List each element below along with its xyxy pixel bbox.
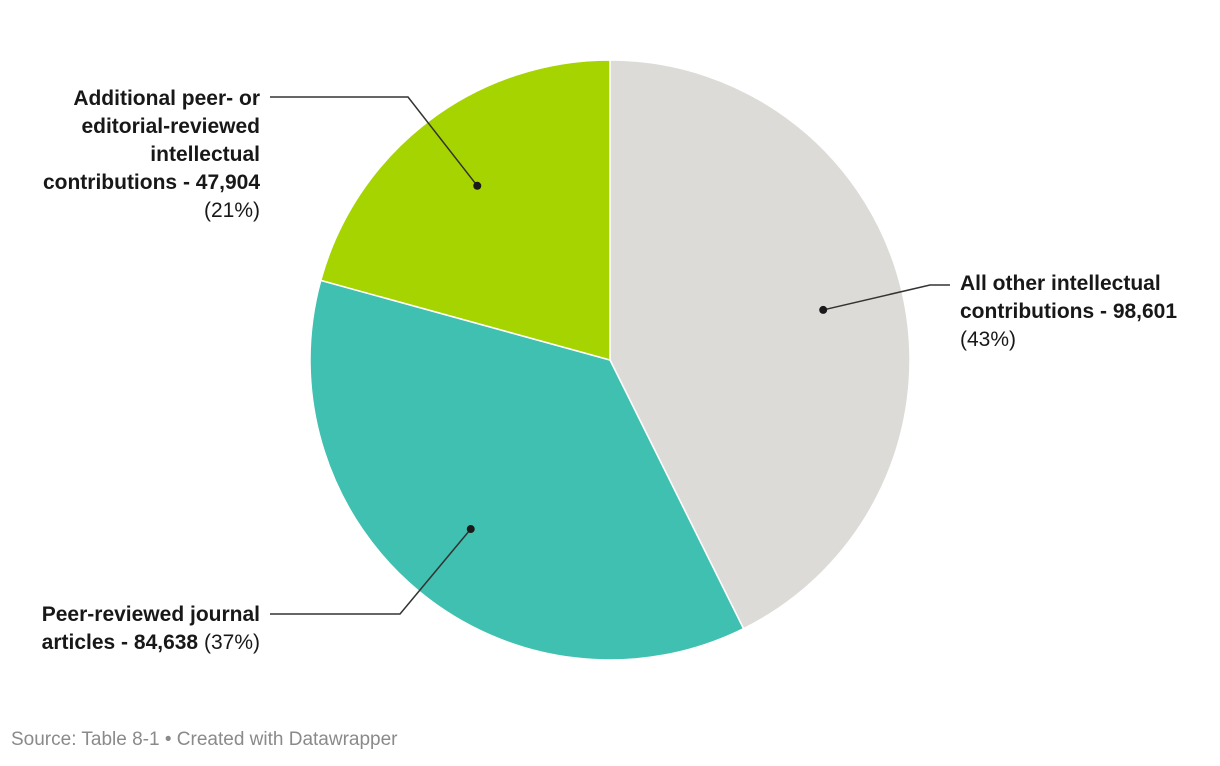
slice-label-additional: Additional peer- or editorial-reviewed i… xyxy=(43,85,260,225)
slice-label-all-other-line1: All other intellectual xyxy=(960,272,1161,295)
pie-slices xyxy=(309,59,911,661)
slice-label-additional-line4: contributions - 47,904 xyxy=(42,171,260,194)
pie-slice-additional-leader-dot xyxy=(473,181,482,190)
pie-slice-peer-reviewed-leader-dot xyxy=(466,525,475,534)
slice-label-peer-reviewed-line2: articles - 84,638 xyxy=(41,631,199,654)
pie-slice-additional-leader-line xyxy=(270,96,478,187)
slice-label-all-other: All other intellectual contributions - 9… xyxy=(960,270,1177,354)
pie-slice-all-other-leader-line xyxy=(823,284,950,311)
slice-label-additional-line2: editorial-reviewed xyxy=(81,115,260,138)
slice-label-additional-line3: intellectual xyxy=(150,143,260,166)
slice-label-all-other-line2: contributions - 98,601 xyxy=(960,300,1178,323)
pie-slice-all-other-leader-dot xyxy=(819,305,828,314)
pie-slice-peer-reviewed-leader-line xyxy=(270,528,472,615)
pie-slice-additional xyxy=(319,59,611,361)
slice-label-additional-line1: Additional peer- or xyxy=(73,87,260,110)
source-footer: Source: Table 8-1 • Created with Datawra… xyxy=(11,729,398,750)
slice-label-peer-reviewed: Peer-reviewed journal articles - 84,638 … xyxy=(42,601,260,657)
slice-label-all-other-percent: (43%) xyxy=(960,328,1017,351)
slice-label-additional-percent: (21%) xyxy=(203,199,260,222)
slice-label-peer-reviewed-line1: Peer-reviewed journal xyxy=(41,603,260,626)
slice-label-peer-reviewed-percent: (37%) xyxy=(203,631,260,654)
leader-lines xyxy=(270,96,950,615)
